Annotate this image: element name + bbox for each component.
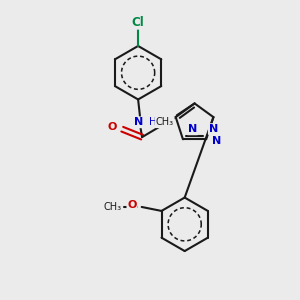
Text: N: N bbox=[188, 124, 197, 134]
Text: N: N bbox=[209, 124, 218, 134]
Text: H: H bbox=[149, 117, 157, 127]
Text: N: N bbox=[212, 136, 221, 146]
Text: CH₃: CH₃ bbox=[104, 202, 122, 212]
Text: O: O bbox=[108, 122, 117, 132]
Text: Cl: Cl bbox=[132, 16, 145, 29]
Text: CH₃: CH₃ bbox=[156, 117, 174, 127]
Text: N: N bbox=[134, 117, 144, 127]
Text: O: O bbox=[128, 200, 137, 210]
